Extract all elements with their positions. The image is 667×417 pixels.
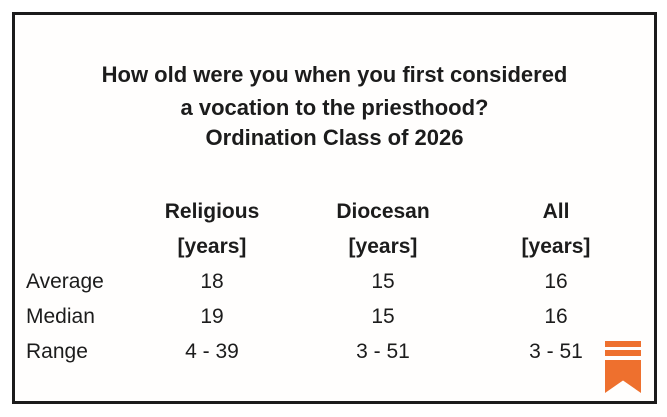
value-average-all: 16 xyxy=(544,270,568,293)
chart-subtitle: Ordination Class of 2026 xyxy=(205,125,464,150)
value-median-diocesan: 15 xyxy=(371,305,395,328)
value-range-religious: 4 - 39 xyxy=(185,340,239,363)
column-header-religious: Religious xyxy=(164,200,260,223)
bookmark-ribbon-bar xyxy=(605,341,641,347)
table-frame: How old were you when you first consider… xyxy=(12,12,657,404)
value-median-all: 16 xyxy=(544,305,568,328)
column-unit-diocesan: [years] xyxy=(348,235,418,258)
chart-title: How old were you when you first consider… xyxy=(15,58,654,124)
column-unit-religious: [years] xyxy=(177,235,247,258)
data-table: Religious Diocesan All [years] [years] [… xyxy=(15,194,638,369)
value-median-religious: 19 xyxy=(200,305,224,328)
bookmark-ribbon-flag xyxy=(605,360,641,393)
bookmark-ribbon-icon xyxy=(605,341,641,393)
row-label-median: Median xyxy=(26,305,95,328)
row-label-range: Range xyxy=(26,340,88,363)
column-unit-all: [years] xyxy=(521,235,591,258)
chart-title-line-1: How old were you when you first consider… xyxy=(101,62,568,87)
column-header-all: All xyxy=(542,200,570,223)
value-average-religious: 18 xyxy=(200,270,224,293)
bookmark-ribbon-bar xyxy=(605,350,641,356)
row-label-average: Average xyxy=(26,270,104,293)
table-corner-cell xyxy=(15,194,132,229)
value-range-all: 3 - 51 xyxy=(529,340,583,363)
value-average-diocesan: 15 xyxy=(371,270,395,293)
column-header-diocesan: Diocesan xyxy=(336,200,430,223)
table-corner-cell xyxy=(15,229,132,264)
value-range-diocesan: 3 - 51 xyxy=(356,340,410,363)
chart-title-line-2: a vocation to the priesthood? xyxy=(180,95,489,120)
